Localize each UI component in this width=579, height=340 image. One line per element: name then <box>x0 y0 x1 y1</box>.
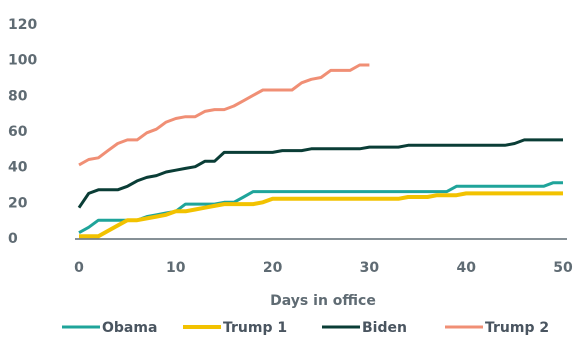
series-line-trump-2 <box>78 63 370 167</box>
y-tick-label: 100 <box>8 53 37 69</box>
y-tick-label: 40 <box>8 160 28 176</box>
legend: Obama Trump 1 Biden Trump 2 <box>62 320 549 336</box>
x-tick-label: 40 <box>456 260 476 276</box>
series-line-biden <box>77 138 563 209</box>
y-tick-label: 120 <box>8 17 37 33</box>
series-line-trump-1 <box>79 191 563 239</box>
y-tick-label: 20 <box>8 195 28 211</box>
x-tick-label: 20 <box>263 260 283 276</box>
legend-label: Biden <box>362 320 407 336</box>
x-tick-labels: 0 10 20 30 40 50 <box>74 260 573 276</box>
legend-label: Trump 1 <box>223 320 287 336</box>
series-layer <box>77 63 563 239</box>
legend-label: Trump 2 <box>485 320 549 336</box>
x-tick-label: 0 <box>74 260 84 276</box>
legend-label: Obama <box>102 320 157 336</box>
x-tick-label: 50 <box>553 260 573 276</box>
x-tick-label: 30 <box>360 260 380 276</box>
y-tick-labels: 0 20 40 60 80 100 120 <box>8 17 37 247</box>
y-tick-label: 0 <box>8 231 18 247</box>
x-tick-label: 10 <box>166 260 186 276</box>
y-tick-label: 80 <box>8 88 28 104</box>
x-axis-title: Days in office <box>270 293 376 309</box>
series-line-obama <box>78 181 563 235</box>
y-tick-label: 60 <box>8 124 28 140</box>
